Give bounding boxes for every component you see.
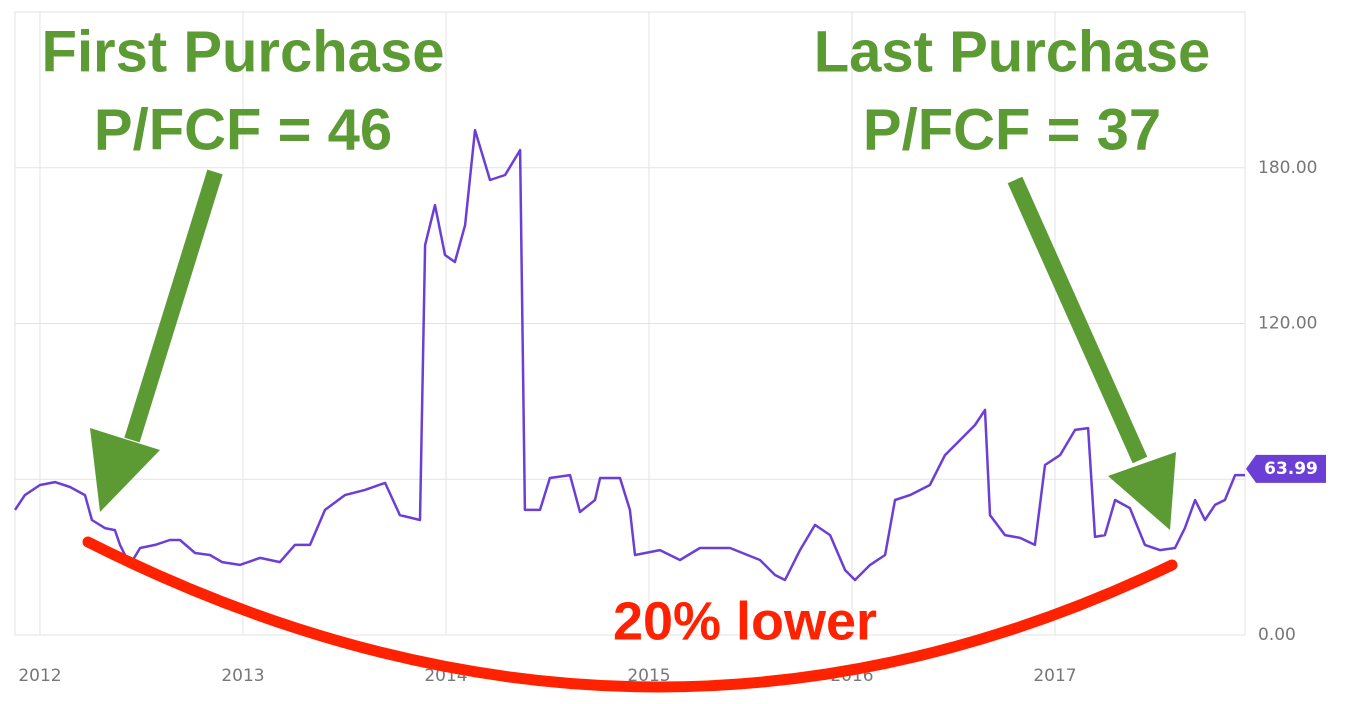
data-line bbox=[13, 128, 1245, 582]
annotation: First Purchase bbox=[42, 19, 445, 84]
arrow-shaft bbox=[124, 169, 223, 443]
y-tick-label: 120.00 bbox=[1258, 314, 1317, 334]
arrow-shaft bbox=[1007, 176, 1148, 464]
annotation: Last Purchase bbox=[814, 19, 1211, 84]
x-tick-label: 2012 bbox=[18, 666, 61, 686]
highlight-curve bbox=[82, 536, 1178, 693]
x-tick-label: 2015 bbox=[627, 666, 670, 686]
annotation-layer: First Purchase P/FCF = 46 Last Purchase … bbox=[42, 19, 1211, 693]
x-tick-label: 2013 bbox=[221, 666, 264, 686]
last-value-badge bbox=[1246, 454, 1326, 483]
annotation: 20% lower bbox=[613, 591, 877, 651]
y-tick-label: 180.00 bbox=[1258, 158, 1317, 178]
y-tick-label: 0.00 bbox=[1258, 625, 1296, 645]
last-value-label: 63.99 bbox=[1264, 459, 1318, 479]
arrow-head bbox=[1108, 452, 1176, 530]
arrow-head bbox=[90, 428, 160, 512]
x-tick-label: 2017 bbox=[1033, 666, 1076, 686]
annotation: P/FCF = 46 bbox=[94, 97, 392, 162]
annotation: P/FCF = 37 bbox=[863, 97, 1161, 162]
